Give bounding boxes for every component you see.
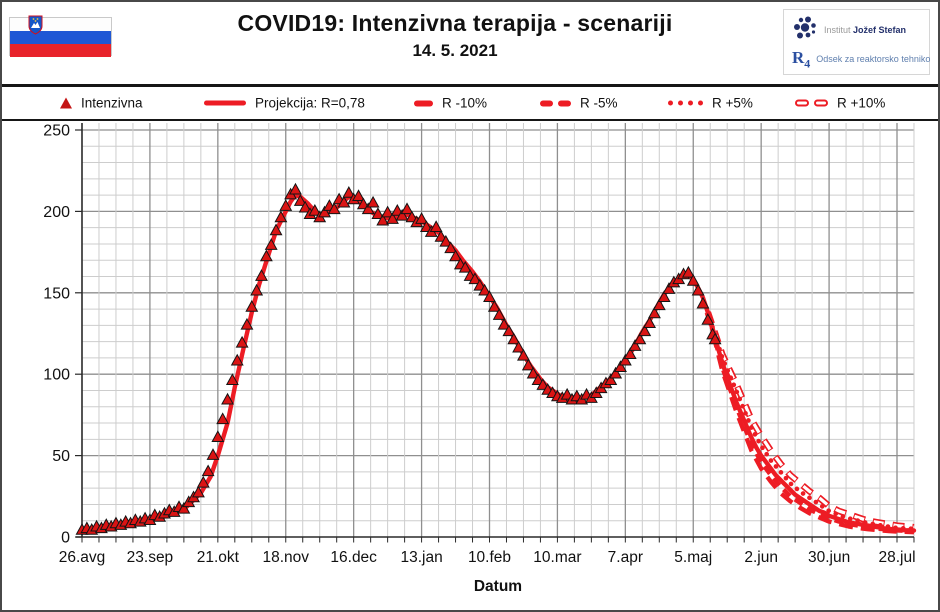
svg-text:0: 0 xyxy=(61,530,70,547)
svg-text:150: 150 xyxy=(43,285,70,302)
legend-label: Intenzivna xyxy=(81,95,143,111)
svg-text:10.feb: 10.feb xyxy=(468,549,511,566)
svg-text:100: 100 xyxy=(43,367,70,384)
header-divider xyxy=(2,84,938,87)
slovenia-coat-of-arms-icon xyxy=(28,15,43,35)
legend-item-r-plus-5: R +5% xyxy=(668,96,753,111)
title-block: COVID19: Intenzivna terapija - scenariji… xyxy=(132,10,778,61)
svg-text:Datum: Datum xyxy=(474,578,522,595)
svg-text:50: 50 xyxy=(52,448,70,465)
svg-text:13.jan: 13.jan xyxy=(400,549,442,566)
header: COVID19: Intenzivna terapija - scenariji… xyxy=(2,2,938,84)
legend-item-projekcija: Projekcija: R=0,78 xyxy=(204,96,365,111)
institute-name: Jožef Stefan xyxy=(853,25,907,35)
legend-label: R +10% xyxy=(837,95,886,111)
svg-text:16.dec: 16.dec xyxy=(330,549,377,566)
legend-label: R +5% xyxy=(712,95,753,111)
legend-item-r-minus-5: R -5% xyxy=(540,96,618,111)
ijs-dots-logo-icon xyxy=(794,16,816,39)
chart-legend: Intenzivna Projekcija: R=0,78 R -10% R -… xyxy=(2,87,938,119)
svg-text:26.avg: 26.avg xyxy=(59,549,106,566)
svg-text:28.jul: 28.jul xyxy=(878,549,915,566)
svg-text:23.sep: 23.sep xyxy=(127,549,174,566)
dotted-line-icon xyxy=(668,100,703,106)
solid-line-icon xyxy=(204,100,246,106)
page-title: COVID19: Intenzivna terapija - scenariji xyxy=(237,10,673,36)
svg-text:2.jun: 2.jun xyxy=(744,549,778,566)
legend-item-r-plus-10: R +10% xyxy=(795,96,885,111)
chart-area: 0 50 100 150 200 250 26.avg 23.sep 21.okt 18.nov 1… xyxy=(2,121,938,610)
covid-chart: 0 50 100 150 200 250 26.avg 23.sep 21.okt 18.nov 1… xyxy=(43,123,917,595)
svg-text:5.maj: 5.maj xyxy=(674,549,712,566)
r4-department-logo-icon: R4 xyxy=(792,48,811,71)
svg-text:250: 250 xyxy=(43,123,70,140)
dash-line-icon xyxy=(414,100,433,106)
svg-text:30.jun: 30.jun xyxy=(808,549,850,566)
slovenia-flag-icon xyxy=(9,15,112,57)
report-date: 14. 5. 2021 xyxy=(412,41,498,60)
double-dash-line-icon xyxy=(540,100,571,106)
svg-text:200: 200 xyxy=(43,204,70,221)
legend-divider xyxy=(2,119,938,121)
legend-item-intenzivna: Intenzivna xyxy=(60,96,143,111)
svg-text:7.apr: 7.apr xyxy=(608,549,643,566)
svg-text:10.mar: 10.mar xyxy=(533,549,581,566)
svg-text:21.okt: 21.okt xyxy=(197,549,240,566)
svg-text:18.nov: 18.nov xyxy=(262,549,309,566)
legend-label: R -5% xyxy=(580,95,618,111)
legend-label: R -10% xyxy=(442,95,488,111)
department-name: Odsek za reaktorsko tehniko xyxy=(816,54,931,65)
legend-label: Projekcija: R=0,78 xyxy=(255,95,365,111)
hollow-dash-line-icon xyxy=(795,99,828,107)
triangle-marker-icon xyxy=(60,97,72,109)
legend-item-r-minus-10: R -10% xyxy=(414,96,487,111)
institute-logo-box: Institut Jožef Stefan R4 Odsek za reakto… xyxy=(783,9,930,75)
institute-prefix: Institut xyxy=(824,25,851,35)
